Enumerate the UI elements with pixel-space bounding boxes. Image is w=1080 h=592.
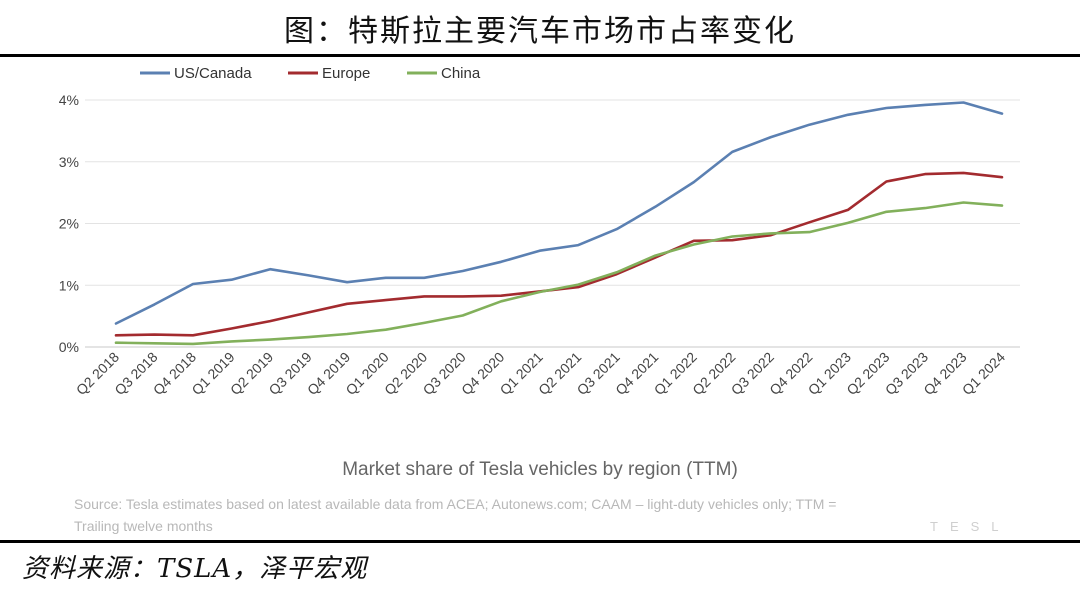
chart-note-line1: Source: Tesla estimates based on latest … (74, 496, 836, 512)
series-line-europe (114, 171, 1004, 337)
gridlines (85, 99, 1020, 348)
y-axis-ticks: 0% 1% 2% 3% 4% (59, 92, 79, 355)
watermark-logo: TESL (930, 519, 1011, 534)
page-title: 图：特斯拉主要汽车市场市占率变化 (284, 14, 796, 49)
y-tick-label: 0% (59, 339, 79, 355)
market-share-chart: US/Canada Europe China 0% 1% 2% 3% 4% Q2 2018Q… (59, 65, 1020, 534)
y-tick-label: 2% (59, 216, 79, 232)
y-tick-label: 3% (59, 154, 79, 170)
series-line-us-canada (114, 101, 1004, 325)
x-tick-label: Q1 2024 (959, 349, 1008, 398)
bottom-rule (0, 540, 1080, 543)
y-tick-label: 1% (59, 277, 79, 293)
series-line-china (114, 201, 1004, 346)
y-tick-label: 4% (59, 92, 79, 108)
legend-label: China (441, 65, 481, 82)
source-footer: 资料来源：TSLA，泽平宏观 (22, 554, 368, 584)
legend-label: US/Canada (174, 65, 252, 82)
chart-note-line2: Trailing twelve months (74, 518, 213, 534)
chart-subtitle: Market share of Tesla vehicles by region… (342, 459, 738, 480)
top-rule (0, 54, 1080, 57)
legend-label: Europe (322, 65, 370, 82)
legend: US/Canada Europe China (140, 65, 481, 82)
series-lines (114, 101, 1004, 346)
